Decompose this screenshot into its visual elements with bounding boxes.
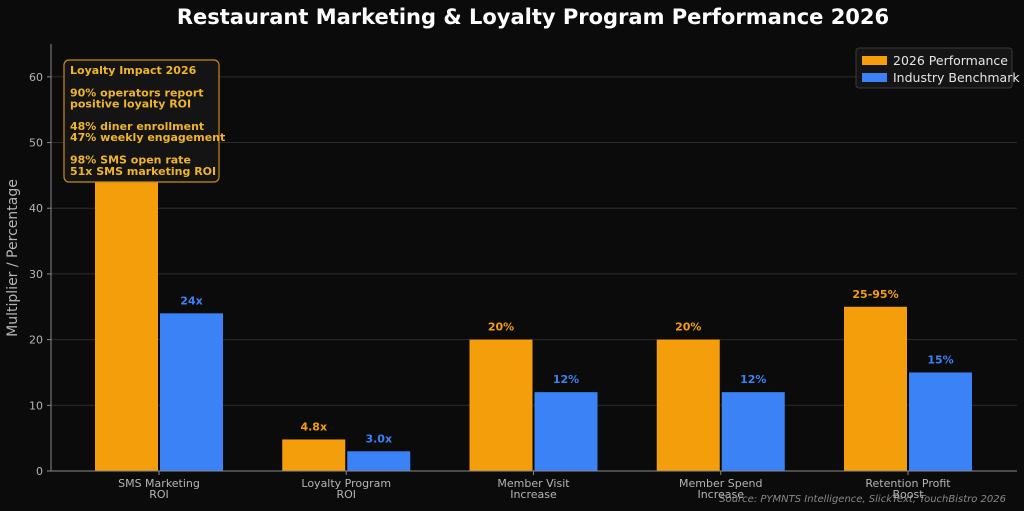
bar-value-label: 3.0x bbox=[365, 432, 392, 445]
bar-performance bbox=[844, 306, 907, 471]
legend-entry: Industry Benchmark bbox=[893, 70, 1020, 85]
annotation-line: 98% SMS open rate bbox=[70, 154, 191, 167]
legend-entry: 2026 Performance bbox=[893, 53, 1008, 68]
x-tick-label: ROI bbox=[149, 488, 169, 501]
bar-value-label: 12% bbox=[553, 373, 579, 386]
bar-benchmark bbox=[721, 392, 785, 471]
annotation-line: positive loyalty ROI bbox=[70, 98, 191, 111]
x-tick-label: Member Visit bbox=[497, 477, 570, 490]
legend-swatch bbox=[862, 73, 887, 82]
bars: 24x 4.8x 3.0x 20% 12% 20% 12% 25-95% 15% bbox=[95, 135, 972, 471]
x-tick-label: Loyalty Program bbox=[301, 477, 391, 490]
y-tick-label: 30 bbox=[29, 268, 43, 281]
bar-value-label: 12% bbox=[740, 373, 766, 386]
annotation-frame bbox=[63, 59, 220, 183]
x-tick-label: SMS Marketing bbox=[118, 477, 200, 490]
y-tick-label: 10 bbox=[29, 399, 43, 412]
bar-value-label: 15% bbox=[927, 353, 953, 366]
bar-value-label: 24x bbox=[180, 294, 202, 307]
annotation-line: 51x SMS marketing ROI bbox=[70, 165, 216, 178]
y-tick-label: 40 bbox=[29, 202, 43, 215]
bar-performance bbox=[95, 135, 158, 471]
x-tick-label: ROI bbox=[336, 488, 356, 501]
y-axis-label: Multiplier / Percentage bbox=[5, 179, 21, 337]
x-tick-label: Member Spend bbox=[679, 477, 762, 490]
bar-value-label: 4.8x bbox=[300, 420, 327, 433]
legend: 2026 Performance Industry Benchmark bbox=[855, 47, 1020, 89]
bar-performance bbox=[656, 339, 720, 471]
y-tick-label: 20 bbox=[29, 334, 43, 347]
bar-performance bbox=[282, 439, 346, 471]
bar-value-label: 20% bbox=[488, 321, 514, 334]
legend-box bbox=[855, 47, 1013, 89]
x-tick-label: Boost bbox=[892, 488, 924, 501]
bar-benchmark bbox=[347, 451, 411, 471]
x-tick-label: Increase bbox=[697, 488, 744, 501]
bar-value-label: 25-95% bbox=[852, 288, 898, 301]
legend-swatch bbox=[862, 56, 887, 65]
source-note: Source: PYMNTS Intelligence, SlickText, … bbox=[719, 494, 1006, 505]
bar-benchmark bbox=[909, 372, 972, 471]
x-tick-label: Retention Profit bbox=[865, 477, 951, 490]
annotation-box: Loyalty Impact 2026 90% operators reportp… bbox=[63, 59, 225, 183]
annotation-line: 47% weekly engagement bbox=[70, 131, 225, 144]
annotation-line: Loyalty Impact 2026 bbox=[70, 64, 197, 77]
y-tick-label: 0 bbox=[36, 465, 43, 478]
chart-title: Restaurant Marketing & Loyalty Program P… bbox=[177, 5, 889, 29]
y-tick-label: 50 bbox=[29, 137, 43, 150]
bar-benchmark bbox=[534, 392, 598, 471]
annotation-line: 48% diner enrollment bbox=[70, 120, 204, 133]
bar-benchmark bbox=[160, 313, 223, 471]
bar-value-label: 20% bbox=[675, 321, 701, 334]
x-tick-label: Increase bbox=[510, 488, 557, 501]
y-tick-label: 60 bbox=[29, 71, 43, 84]
bar-performance bbox=[469, 339, 533, 471]
annotation-line: 90% operators report bbox=[70, 86, 204, 99]
